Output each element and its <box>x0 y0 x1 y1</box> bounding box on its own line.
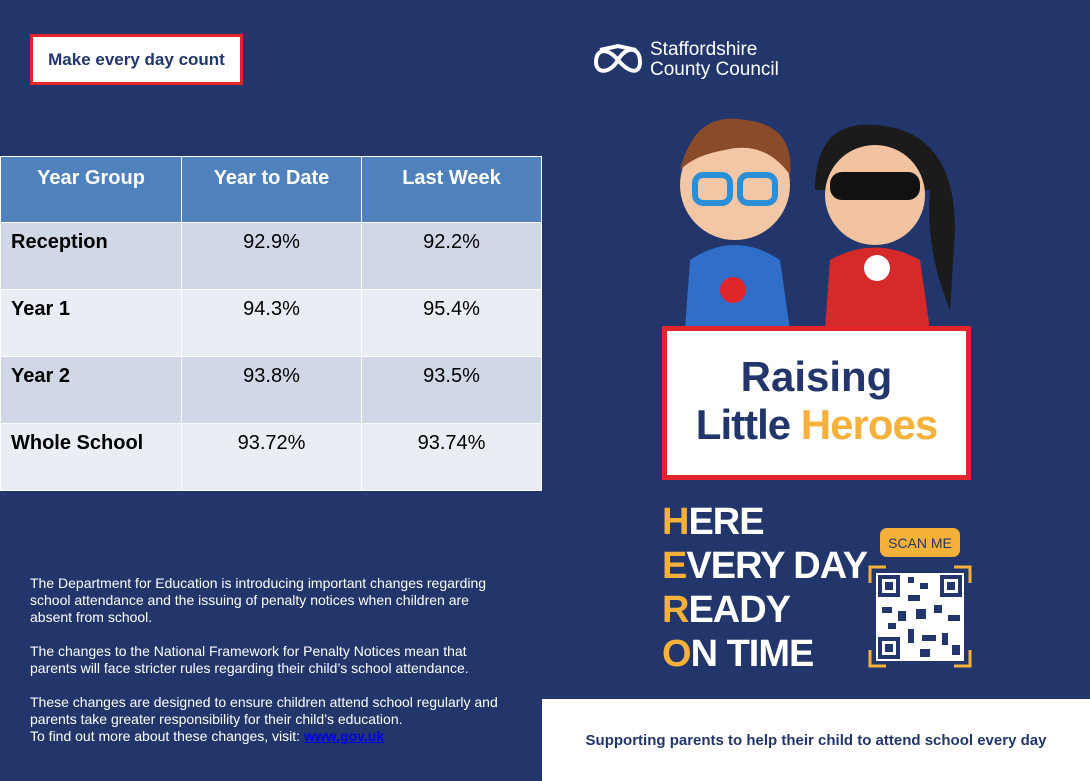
logo-line: Staffordshire <box>650 39 758 60</box>
acronym-word: VERY DAY <box>686 545 868 587</box>
acronym-letter: E <box>662 545 687 587</box>
gov-link[interactable]: www.gov.uk <box>303 728 385 744</box>
acronym-word: ERE <box>688 501 764 543</box>
cell: Whole School <box>0 423 182 491</box>
title-line: Raising <box>740 353 893 400</box>
cell: 95.4% <box>361 289 542 357</box>
title-word-highlight: Heroes <box>800 401 938 448</box>
footer-text: Supporting parents to help their child t… <box>585 731 1047 749</box>
paragraph: The changes to the National Framework fo… <box>30 643 469 676</box>
hero-acronym: HERE EVERY DAY READY ON TIME <box>662 500 868 676</box>
cell: Reception <box>0 222 182 290</box>
heroes-illustration <box>680 118 955 330</box>
stafford-knot-icon <box>593 43 643 73</box>
attendance-table: Year Group Year to Date Last Week Recept… <box>0 156 542 491</box>
cell: 92.2% <box>361 222 542 290</box>
acronym-letter: H <box>662 501 689 543</box>
col-header: Year Group <box>0 156 182 223</box>
footer-banner: Supporting parents to help their child t… <box>542 699 1090 781</box>
cell: 93.8% <box>181 356 362 424</box>
acronym-line: HERE <box>662 500 867 544</box>
logo-line: County Council <box>650 59 779 80</box>
paragraph: These changes are designed to ensure chi… <box>30 694 510 745</box>
cell: Year 1 <box>0 289 182 357</box>
cell: 92.9% <box>181 222 362 290</box>
cell: Year 2 <box>0 356 182 424</box>
council-logo: Staffordshire County Council <box>592 40 779 80</box>
paragraph-text: These changes are designed to ensure chi… <box>30 694 498 727</box>
table-row: Year 2 93.8% 93.5% <box>0 356 542 424</box>
cell: 93.72% <box>181 423 362 491</box>
tagline-box: Make every day count <box>30 34 243 85</box>
acronym-letter: R <box>662 589 689 631</box>
table-row: Year 1 94.3% 95.4% <box>0 289 542 357</box>
col-header: Last Week <box>361 156 542 223</box>
tagline: Make every day count <box>48 49 225 69</box>
qr-code[interactable] <box>868 565 972 668</box>
paragraph-text: To find out more about these changes, vi… <box>30 728 304 744</box>
cell: 93.5% <box>361 356 542 424</box>
acronym-letter: O <box>662 633 692 675</box>
table-row: Reception 92.9% 92.2% <box>0 222 542 290</box>
acronym-line: EVERY DAY <box>662 544 868 588</box>
info-text: The Department for Education is introduc… <box>30 575 510 762</box>
acronym-word: N TIME <box>690 633 815 675</box>
acronym-word: EADY <box>688 589 791 631</box>
title-word: Little <box>695 401 801 448</box>
scan-me-label: SCAN ME <box>880 528 960 557</box>
cell: 94.3% <box>181 289 362 357</box>
col-header: Year to Date <box>181 156 362 223</box>
acronym-line: READY <box>662 588 867 632</box>
title-line: Little Heroes <box>667 401 966 449</box>
title-box: Raising Little Heroes <box>662 326 971 480</box>
table-row: Whole School 93.72% 93.74% <box>0 423 542 491</box>
cell: 93.74% <box>361 423 542 491</box>
acronym-line: ON TIME <box>662 632 867 676</box>
paragraph: The Department for Education is introduc… <box>30 575 487 625</box>
